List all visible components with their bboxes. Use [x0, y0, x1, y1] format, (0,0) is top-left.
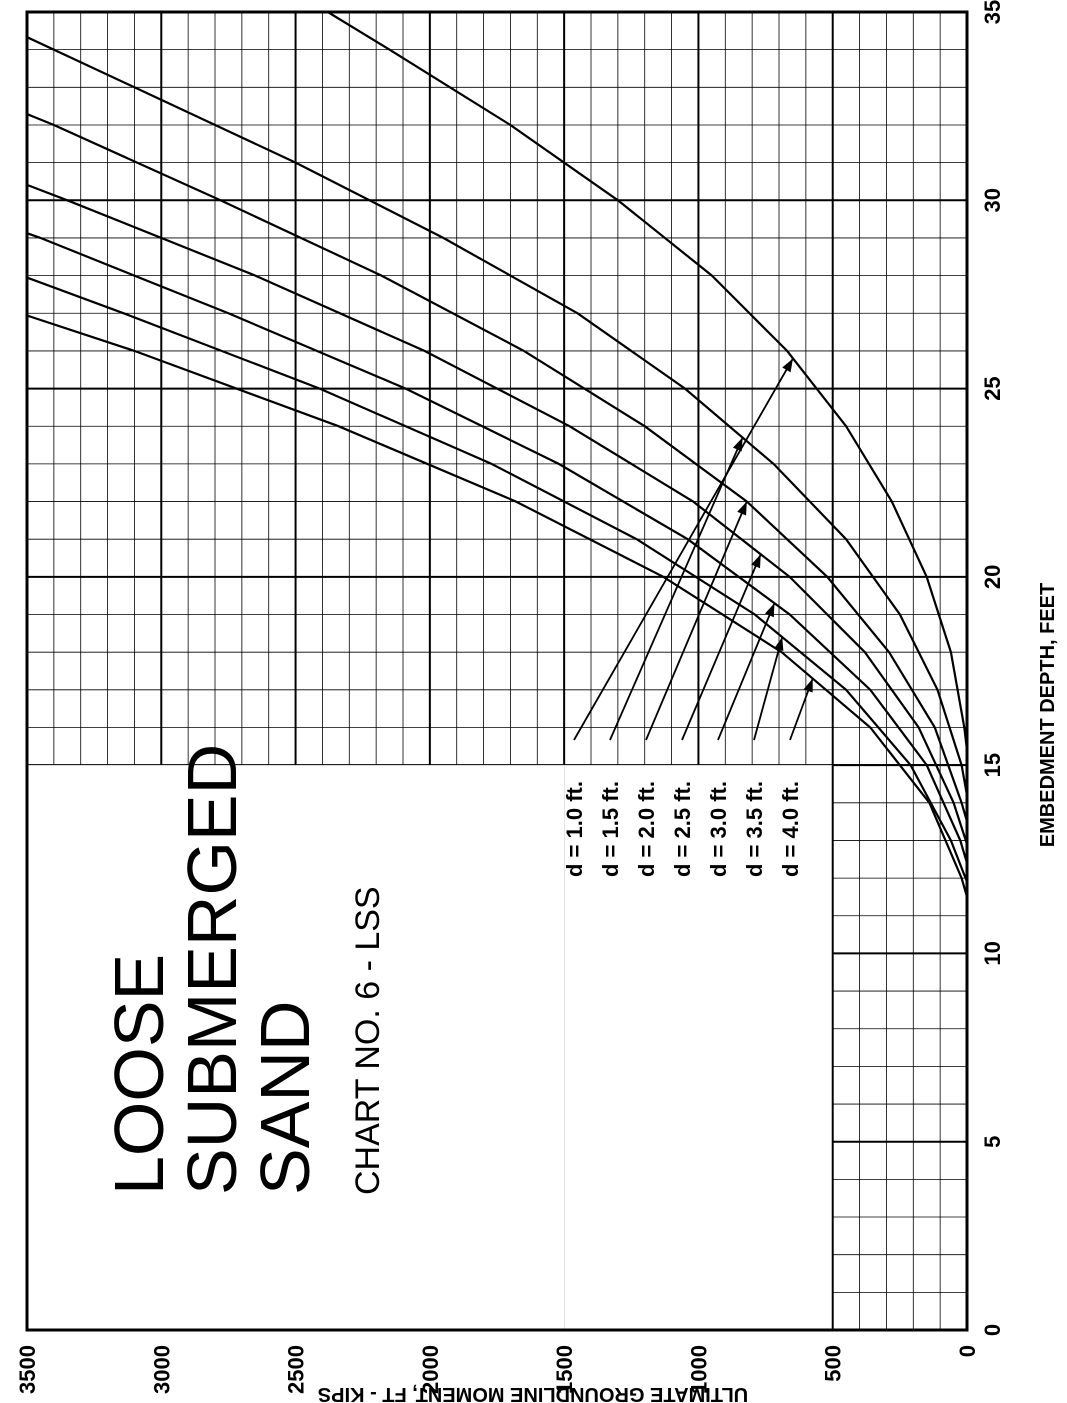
curve-d-1: [327, 12, 967, 751]
chart-title-line-2: SUBMERGED: [173, 744, 251, 1195]
title-panel: [564, 765, 967, 1329]
x-tick-label: 35: [980, 0, 1005, 24]
legend-label: d = 1.0 ft.: [562, 781, 587, 877]
legend-label: d = 1.5 ft.: [598, 781, 623, 877]
curve-d-5: [27, 232, 967, 864]
legend-arrowhead: [774, 637, 784, 652]
legend-label: d = 4.0 ft.: [778, 781, 803, 877]
x-tick-label: 5: [980, 1136, 1005, 1148]
tick-labels: 0 5 10 15 20 25 30 35 0 500 1000 1500 2000 2500 3000 35…: [15, 0, 1005, 1394]
y-tick-label: 1000: [686, 1345, 711, 1394]
legend-leader-line: [681, 553, 762, 741]
x-axis-label: EMBEDMENT DEPTH, FEET: [1037, 583, 1059, 847]
curve-d-6: [27, 276, 967, 883]
legend-arrowhead: [782, 358, 793, 373]
curve-d-2: [27, 35, 967, 796]
plot-border: [25, 10, 969, 1332]
chart-subtitle: CHART NO. 6 - LSS: [349, 886, 387, 1195]
legend-label: d = 3.0 ft.: [706, 781, 731, 877]
x-tick-label: 25: [980, 376, 1005, 400]
title-panel: [28, 765, 565, 1329]
legend-arrowhead: [803, 678, 813, 693]
legend-leader-line: [645, 501, 748, 741]
y-tick-label: 1500: [552, 1345, 577, 1394]
x-tick-label: 20: [980, 565, 1005, 589]
legend-arrowhead: [764, 603, 775, 618]
y-tick-label: 3500: [15, 1345, 40, 1394]
legend-leader-line: [717, 602, 776, 741]
x-tick-label: 0: [980, 1324, 1005, 1336]
legend-label: d = 2.5 ft.: [670, 781, 695, 877]
legend-label: d = 3.5 ft.: [742, 781, 767, 877]
legend-arrowhead: [732, 437, 743, 452]
y-tick-label: 500: [821, 1345, 846, 1382]
chart-title-line-3: SAND: [246, 1001, 324, 1195]
legend-leader-line: [609, 437, 744, 741]
curves: [27, 12, 967, 898]
y-axis-label: ULTIMATE GROUNDLINE MOMENT, FT - KIPS: [318, 1383, 748, 1403]
curve-d-4: [27, 183, 967, 845]
titles: LOOSE SUBMERGED SAND CHART NO. 6 - LSS E…: [100, 583, 1059, 1403]
x-tick-label: 15: [980, 753, 1005, 777]
y-tick-label: 0: [955, 1345, 980, 1357]
legend-leader-line: [753, 636, 784, 741]
legend-arrowhead: [751, 554, 761, 569]
legend-leader-line: [573, 357, 794, 741]
chart-title-line-1: LOOSE: [100, 954, 178, 1195]
legend-label: d = 2.0 ft.: [634, 781, 659, 877]
y-tick-label: 2500: [284, 1345, 309, 1394]
x-tick-label: 10: [980, 941, 1005, 965]
curve-d-7: [27, 314, 967, 898]
legend-leaders: d = 1.0 ft. d = 1.5 ft. d = 2.0 ft. d = 2.5…: [562, 357, 814, 877]
legend-arrowhead: [737, 501, 747, 516]
y-tick-label: 2000: [418, 1345, 443, 1394]
x-tick-label: 30: [980, 188, 1005, 212]
blank-panel: [28, 764, 968, 1331]
curve-d-3: [27, 112, 967, 822]
plot-frame: [25, 10, 969, 1332]
y-tick-label: 3000: [149, 1345, 174, 1394]
